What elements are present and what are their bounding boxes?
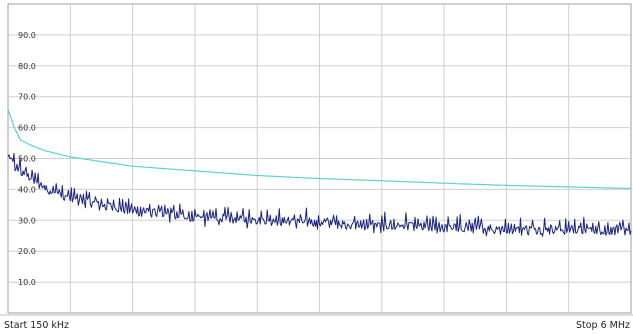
y-tick-label: 50.0 [18, 155, 36, 164]
y-tick-label: 70.0 [18, 93, 36, 102]
start-frequency-label: Start 150 kHz [4, 320, 69, 331]
y-tick-label: 60.0 [18, 124, 36, 133]
y-tick-label: 30.0 [18, 216, 36, 225]
y-tick-label: 90.0 [18, 31, 36, 40]
y-tick-labels: 90.0 80.0 70.0 60.0 50.0 40.0 30.0 20.0 10.0 [18, 31, 36, 287]
y-tick-label: 80.0 [18, 62, 36, 71]
limit-line [7, 108, 632, 190]
y-tick-label: 10.0 [18, 278, 36, 287]
stop-frequency-label: Stop 6 MHz [576, 320, 630, 331]
measurement-trace [7, 152, 632, 237]
horizontal-gridlines [8, 34, 631, 283]
y-tick-label: 20.0 [18, 247, 36, 256]
y-tick-label: 40.0 [18, 185, 36, 194]
